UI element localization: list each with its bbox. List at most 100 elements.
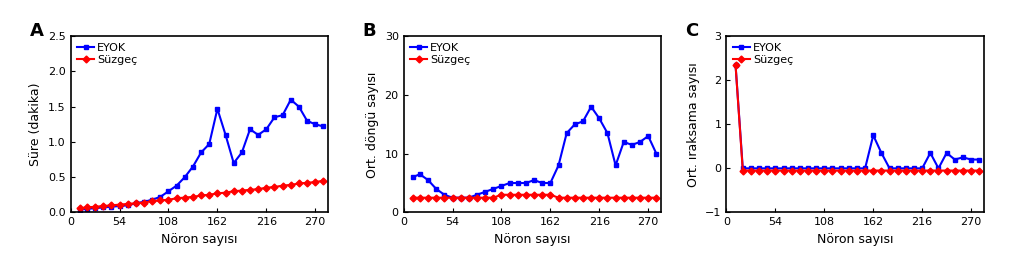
Text: B: B	[362, 22, 376, 40]
EYOK	[260, 128, 272, 131]
Süzgeç	[203, 193, 215, 196]
EYOK	[876, 151, 888, 154]
Süzgeç	[974, 169, 986, 172]
EYOK	[252, 133, 264, 136]
Line: Süzgeç: Süzgeç	[78, 178, 326, 211]
EYOK	[634, 140, 646, 143]
EYOK	[818, 167, 830, 170]
EYOK	[146, 198, 158, 201]
EYOK	[318, 125, 330, 128]
Süzgeç	[105, 204, 117, 207]
Y-axis label: Ort. döngü sayısı: Ort. döngü sayısı	[366, 71, 379, 177]
Süzgeç	[601, 196, 613, 199]
Süzgeç	[932, 169, 944, 172]
EYOK	[867, 134, 879, 137]
EYOK	[487, 187, 499, 190]
X-axis label: Nöron sayısı: Nöron sayısı	[161, 233, 237, 246]
Süzgeç	[561, 196, 573, 199]
Süzgeç	[471, 196, 483, 199]
EYOK	[569, 123, 581, 126]
Süzgeç	[900, 169, 912, 172]
Süzgeç	[536, 193, 548, 196]
EYOK	[301, 119, 313, 122]
Süzgeç	[309, 181, 321, 184]
EYOK	[89, 207, 101, 210]
Süzgeç	[122, 202, 134, 205]
Süzgeç	[195, 194, 207, 197]
Süzgeç	[924, 169, 936, 172]
EYOK	[236, 151, 248, 154]
EYOK	[479, 190, 491, 193]
Süzgeç	[577, 196, 589, 199]
Süzgeç	[553, 196, 565, 199]
Süzgeç	[285, 183, 297, 186]
EYOK	[187, 165, 199, 168]
Süzgeç	[179, 196, 191, 199]
EYOK	[965, 158, 977, 161]
EYOK	[179, 176, 191, 179]
EYOK	[745, 167, 757, 170]
EYOK	[794, 167, 806, 170]
Süzgeç	[130, 202, 142, 205]
Süzgeç	[520, 193, 532, 196]
EYOK	[593, 117, 605, 120]
Süzgeç	[626, 196, 638, 199]
EYOK	[536, 182, 548, 185]
EYOK	[884, 167, 896, 170]
Süzgeç	[407, 196, 419, 199]
EYOK	[761, 167, 773, 170]
Süzgeç	[495, 193, 508, 196]
Süzgeç	[745, 169, 757, 172]
EYOK	[528, 178, 540, 182]
Süzgeç	[138, 201, 150, 204]
Süzgeç	[585, 196, 597, 199]
Süzgeç	[220, 191, 232, 194]
Süzgeç	[826, 169, 838, 172]
Süzgeç	[940, 169, 952, 172]
EYOK	[892, 167, 904, 170]
Süzgeç	[276, 184, 289, 187]
Süzgeç	[965, 169, 977, 172]
EYOK	[162, 190, 175, 193]
Süzgeç	[81, 206, 93, 209]
EYOK	[924, 151, 936, 154]
EYOK	[730, 63, 742, 66]
EYOK	[900, 167, 912, 170]
EYOK	[651, 152, 663, 155]
EYOK	[276, 114, 289, 117]
EYOK	[414, 173, 426, 176]
Süzgeç	[867, 169, 879, 172]
Süzgeç	[753, 169, 765, 172]
EYOK	[810, 167, 822, 170]
Süzgeç	[463, 196, 475, 199]
EYOK	[737, 167, 749, 170]
Süzgeç	[97, 205, 109, 208]
Süzgeç	[187, 195, 199, 198]
EYOK	[211, 107, 223, 110]
EYOK	[609, 164, 622, 167]
Süzgeç	[569, 196, 581, 199]
Süzgeç	[479, 196, 491, 199]
Süzgeç	[146, 199, 158, 203]
EYOK	[285, 98, 297, 101]
EYOK	[154, 195, 166, 198]
EYOK	[974, 158, 986, 161]
Süzgeç	[634, 196, 646, 199]
Line: EYOK: EYOK	[411, 104, 659, 200]
Süzgeç	[778, 169, 790, 172]
Süzgeç	[544, 193, 556, 196]
Süzgeç	[487, 196, 499, 199]
EYOK	[309, 123, 321, 126]
Süzgeç	[211, 192, 223, 195]
EYOK	[74, 208, 86, 211]
Süzgeç	[503, 193, 516, 196]
Süzgeç	[113, 203, 125, 206]
Süzgeç	[74, 207, 86, 210]
X-axis label: Nöron sayısı: Nöron sayısı	[494, 233, 570, 246]
Süzgeç	[730, 63, 742, 66]
Süzgeç	[794, 169, 806, 172]
EYOK	[81, 207, 93, 210]
Süzgeç	[260, 186, 272, 189]
EYOK	[834, 167, 847, 170]
Süzgeç	[154, 199, 166, 202]
